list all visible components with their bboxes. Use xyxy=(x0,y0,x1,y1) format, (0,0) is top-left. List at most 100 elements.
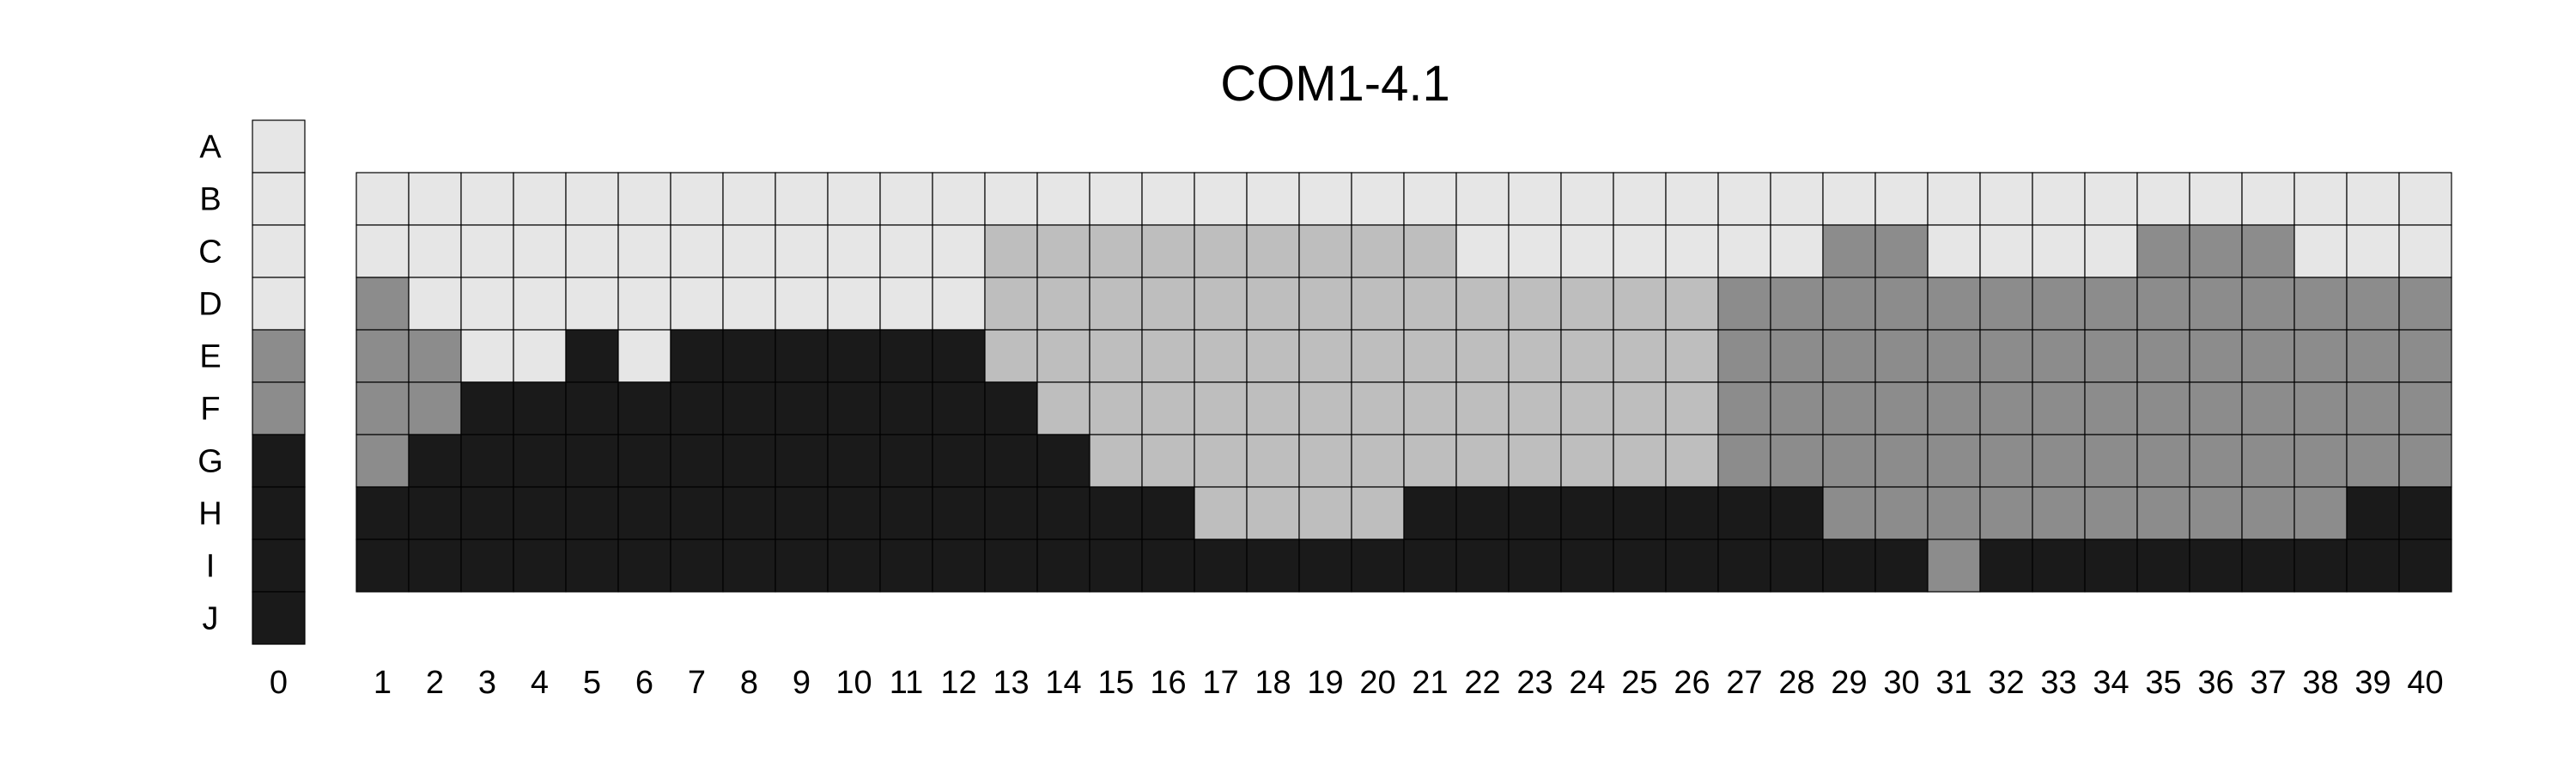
cell-g-26 xyxy=(1665,434,1719,488)
cell-c-37 xyxy=(2241,224,2295,278)
cell-g-40 xyxy=(2398,434,2452,488)
column-label-3: 3 xyxy=(478,665,496,701)
cell-e-7 xyxy=(670,329,724,383)
cell-c-10 xyxy=(827,224,881,278)
cell-b-13 xyxy=(984,172,1038,226)
column-label-20: 20 xyxy=(1359,665,1395,701)
cell-i-19 xyxy=(1298,539,1352,593)
cell-b-27 xyxy=(1717,172,1771,226)
cell-b-21 xyxy=(1403,172,1457,226)
cell-h-32 xyxy=(1979,486,2033,540)
cell-f-8 xyxy=(722,381,776,435)
cell-g-13 xyxy=(984,434,1038,488)
cell-e-1 xyxy=(355,329,410,383)
cell-b-11 xyxy=(879,172,933,226)
cell-c-9 xyxy=(775,224,829,278)
cell-f-25 xyxy=(1613,381,1667,435)
cell-f-40 xyxy=(2398,381,2452,435)
cell-c-7 xyxy=(670,224,724,278)
cell-h-24 xyxy=(1560,486,1614,540)
cell-i-14 xyxy=(1036,539,1091,593)
cell-e-8 xyxy=(722,329,776,383)
cell-d-7 xyxy=(670,277,724,331)
column-label-33: 33 xyxy=(2040,665,2076,701)
cell-h-7 xyxy=(670,486,724,540)
column-label-2: 2 xyxy=(426,665,444,701)
cell-g-39 xyxy=(2346,434,2400,488)
cell-g-1 xyxy=(355,434,410,488)
cell-i-17 xyxy=(1194,539,1248,593)
cell-h-5 xyxy=(565,486,619,540)
cell-h-17 xyxy=(1194,486,1248,540)
cell-c-16 xyxy=(1141,224,1195,278)
cell-c-35 xyxy=(2136,224,2190,278)
cell-f-23 xyxy=(1508,381,1562,435)
cell-h-16 xyxy=(1141,486,1195,540)
cell-c-34 xyxy=(2084,224,2138,278)
cell-h-3 xyxy=(460,486,514,540)
cell-c-8 xyxy=(722,224,776,278)
cell-h-18 xyxy=(1246,486,1300,540)
cell-b-6 xyxy=(617,172,671,226)
cell-b-22 xyxy=(1455,172,1510,226)
cell-f-6 xyxy=(617,381,671,435)
cell-e-18 xyxy=(1246,329,1300,383)
cell-h-33 xyxy=(2032,486,2086,540)
cell-b-7 xyxy=(670,172,724,226)
cell-e-29 xyxy=(1822,329,1876,383)
cell-b-36 xyxy=(2189,172,2243,226)
cell-c-20 xyxy=(1351,224,1405,278)
cell-h-37 xyxy=(2241,486,2295,540)
cell-i-28 xyxy=(1770,539,1824,593)
cell-e-20 xyxy=(1351,329,1405,383)
cell-d-10 xyxy=(827,277,881,331)
cell-d-35 xyxy=(2136,277,2190,331)
cell-i-24 xyxy=(1560,539,1614,593)
cell-d-13 xyxy=(984,277,1038,331)
cell-d-29 xyxy=(1822,277,1876,331)
cell-d-9 xyxy=(775,277,829,331)
cell-d-16 xyxy=(1141,277,1195,331)
cell-d-3 xyxy=(460,277,514,331)
cell-g-18 xyxy=(1246,434,1300,488)
column-label-17: 17 xyxy=(1202,665,1238,701)
cell-d-8 xyxy=(722,277,776,331)
cell-b-28 xyxy=(1770,172,1824,226)
cell-h-34 xyxy=(2084,486,2138,540)
column-label-14: 14 xyxy=(1045,665,1081,701)
chart-title: COM1-4.1 xyxy=(1220,56,1450,112)
cell-e-5 xyxy=(565,329,619,383)
cell-d-5 xyxy=(565,277,619,331)
cell-c-39 xyxy=(2346,224,2400,278)
cell-e-34 xyxy=(2084,329,2138,383)
cell-e-19 xyxy=(1298,329,1352,383)
column-label-7: 7 xyxy=(688,665,706,701)
cell-e-32 xyxy=(1979,329,2033,383)
reference-cell-e xyxy=(252,329,306,383)
cell-d-32 xyxy=(1979,277,2033,331)
cell-f-29 xyxy=(1822,381,1876,435)
cell-i-38 xyxy=(2293,539,2348,593)
cell-f-24 xyxy=(1560,381,1614,435)
cell-e-38 xyxy=(2293,329,2348,383)
cell-g-20 xyxy=(1351,434,1405,488)
cell-c-21 xyxy=(1403,224,1457,278)
cell-i-10 xyxy=(827,539,881,593)
cell-f-5 xyxy=(565,381,619,435)
cell-f-11 xyxy=(879,381,933,435)
cell-i-8 xyxy=(722,539,776,593)
cell-f-22 xyxy=(1455,381,1510,435)
cell-e-3 xyxy=(460,329,514,383)
cell-b-4 xyxy=(513,172,567,226)
cell-b-40 xyxy=(2398,172,2452,226)
cell-i-9 xyxy=(775,539,829,593)
row-label-d: D xyxy=(198,287,222,323)
cell-b-39 xyxy=(2346,172,2400,226)
cell-h-2 xyxy=(408,486,462,540)
cell-e-36 xyxy=(2189,329,2243,383)
cell-c-31 xyxy=(1927,224,1981,278)
cell-h-1 xyxy=(355,486,410,540)
cell-f-27 xyxy=(1717,381,1771,435)
cell-e-16 xyxy=(1141,329,1195,383)
